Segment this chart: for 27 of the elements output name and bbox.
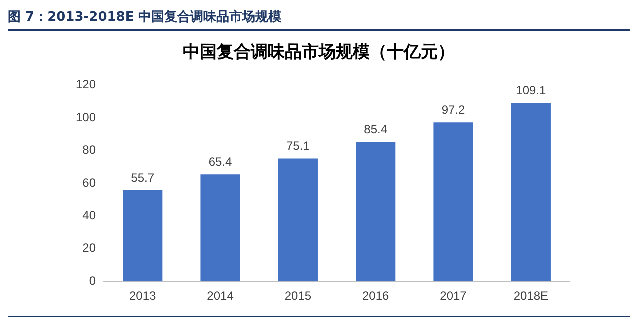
data-label: 97.2 [442, 102, 466, 117]
data-label: 55.7 [131, 170, 155, 185]
y-tick-label: 80 [82, 143, 96, 158]
data-label: 75.1 [286, 139, 310, 154]
bar [511, 103, 551, 282]
y-tick-label: 0 [89, 274, 96, 288]
bar [278, 158, 318, 282]
chart-title: 中国复合调味品市场规模（十亿元） [183, 42, 455, 63]
x-tick-label: 2015 [284, 289, 312, 304]
data-label: 109.1 [516, 84, 547, 98]
data-label: 65.4 [208, 154, 233, 169]
x-tick-label: 2014 [207, 289, 234, 304]
data-label: 85.4 [364, 122, 388, 136]
x-tick-label: 2016 [362, 289, 390, 304]
bar [200, 174, 240, 282]
bar [356, 142, 396, 282]
x-tick-label: 2018E [514, 289, 549, 304]
bar [123, 190, 163, 282]
x-tick-label: 2017 [440, 289, 468, 304]
y-tick-label: 60 [82, 176, 96, 190]
y-tick-label: 120 [76, 78, 96, 92]
y-tick-label: 40 [82, 208, 96, 223]
bar [434, 122, 474, 282]
caption: 图 7：2013-2018E 中国复合调味品市场规模 [8, 8, 630, 31]
x-tick-label: 2013 [130, 289, 157, 304]
y-tick-label: 100 [76, 110, 96, 124]
y-tick-label: 20 [82, 241, 96, 256]
